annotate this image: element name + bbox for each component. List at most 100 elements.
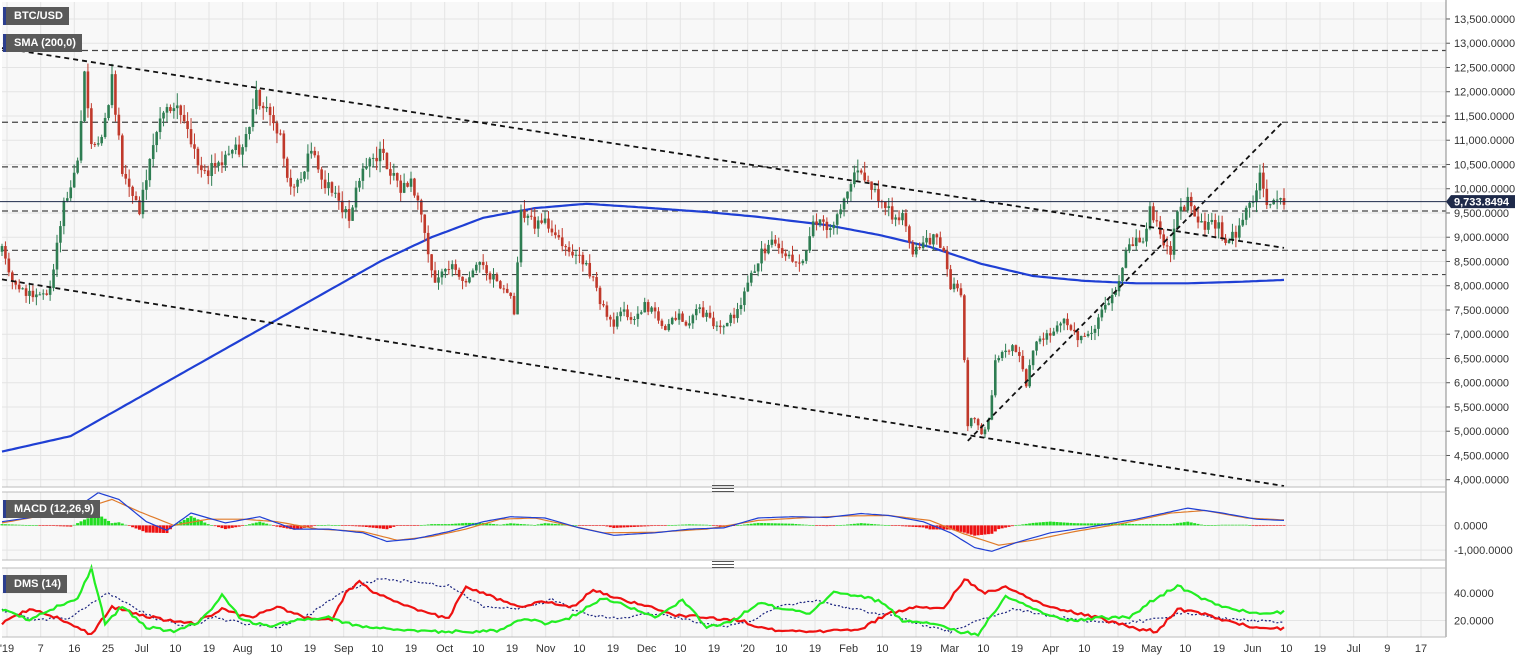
candle-body <box>694 309 698 316</box>
candle-body <box>1059 323 1062 326</box>
candle-body <box>677 313 681 320</box>
macd-histogram-bar <box>282 525 286 528</box>
x-tick-label: '20 <box>740 643 754 655</box>
candle-body <box>1048 333 1052 336</box>
macd-histogram-bar <box>993 525 997 532</box>
macd-histogram-bar <box>272 525 276 526</box>
macd-histogram-bar <box>433 524 437 526</box>
candle-body <box>478 262 482 265</box>
candle-body <box>746 282 750 292</box>
candle-body <box>928 237 932 245</box>
candle-body <box>1227 240 1231 244</box>
macd-histogram-bar <box>478 522 482 526</box>
macd-histogram-bar <box>866 523 870 526</box>
candle-body <box>155 132 158 146</box>
macd-indicator-tag[interactable]: MACD (12,26,9) <box>3 500 101 518</box>
candle-body <box>1183 206 1186 211</box>
macd-histogram-bar <box>368 525 372 528</box>
macd-histogram-bar <box>1007 525 1011 527</box>
dms-pane-resize-handle[interactable] <box>712 561 734 568</box>
macd-histogram-bar <box>113 522 117 526</box>
macd-histogram-bar <box>588 525 592 526</box>
candle-body <box>107 105 110 119</box>
candle-body <box>969 418 973 427</box>
candle-body <box>224 154 227 166</box>
candle-body <box>1152 206 1155 221</box>
macd-histogram-bar <box>1093 523 1097 526</box>
macd-histogram-bar <box>629 525 633 528</box>
macd-histogram-bar <box>756 522 760 526</box>
candle-body <box>69 187 73 199</box>
candle-body <box>1103 304 1107 310</box>
macd-histogram-bar <box>1227 524 1231 526</box>
macd-histogram-bar <box>660 525 664 526</box>
macd-histogram-bar <box>708 525 712 526</box>
macd-histogram-bar <box>258 521 262 526</box>
macd-histogram-bar <box>34 525 38 526</box>
macd-histogram-bar <box>1041 522 1045 526</box>
macd-histogram-bar <box>1206 525 1210 526</box>
dms-indicator-tag[interactable]: DMS (14) <box>3 575 68 593</box>
candle-body <box>186 121 189 130</box>
candle-body <box>1035 341 1038 351</box>
sma-indicator-tag[interactable]: SMA (200,0) <box>3 34 82 52</box>
candle-body <box>791 254 794 262</box>
candle-body <box>839 209 842 215</box>
candle-body <box>351 207 354 221</box>
macd-histogram-bar <box>388 525 392 529</box>
candle-body <box>499 281 502 289</box>
macd-histogram-bar <box>1052 521 1056 526</box>
candle-body <box>832 224 836 229</box>
candle-body <box>1231 231 1234 241</box>
x-tick-label: 19 <box>1213 643 1225 655</box>
candle-body <box>729 314 732 323</box>
candle-body <box>131 186 134 196</box>
macd-histogram-bar <box>1138 524 1142 526</box>
candle-body <box>670 317 674 324</box>
macd-histogram-bar <box>1141 524 1145 526</box>
macd-histogram-bar <box>241 525 245 526</box>
candle-body <box>272 115 275 124</box>
candle-body <box>45 293 48 295</box>
candle-body <box>399 180 402 193</box>
macd-histogram-bar <box>24 525 28 526</box>
macd-histogram-bar <box>27 525 31 526</box>
macd-histogram-bar <box>65 525 69 527</box>
macd-histogram-bar <box>117 522 121 526</box>
macd-histogram-bar <box>526 524 530 526</box>
candle-body <box>162 112 165 119</box>
macd-histogram-bar <box>485 523 489 526</box>
candle-body <box>804 250 808 261</box>
trend-line <box>967 120 1285 442</box>
candle-body <box>371 157 375 159</box>
candle-body <box>464 280 468 283</box>
y-tick-label: 10,500.0000 <box>1454 159 1515 171</box>
macd-histogram-bar <box>952 525 956 531</box>
macd-histogram-bar <box>1224 524 1228 526</box>
macd-histogram-bar <box>742 524 746 526</box>
candle-body <box>1134 237 1138 247</box>
macd-histogram-bar <box>1090 523 1094 526</box>
macd-pane-resize-handle[interactable] <box>712 485 734 492</box>
candle-body <box>571 251 574 256</box>
macd-histogram-bar <box>220 525 224 529</box>
candle-body <box>615 316 619 327</box>
macd-histogram-bar <box>1189 522 1193 526</box>
candle-body <box>1086 333 1090 337</box>
macd-histogram-bar <box>292 525 296 530</box>
candle-body <box>495 274 499 282</box>
candle-body <box>1079 335 1083 341</box>
macd-histogram-bar <box>385 525 389 530</box>
macd-histogram-bar <box>859 523 863 526</box>
x-tick-label: 25 <box>102 643 114 655</box>
x-tick-label: '19 <box>0 643 14 655</box>
candle-body <box>811 221 815 237</box>
macd-histogram-bar <box>890 525 894 526</box>
symbol-tag[interactable]: BTC/USD <box>3 7 69 25</box>
trend-line <box>1 278 1285 487</box>
macd-histogram-bar <box>584 525 588 526</box>
candle-body <box>1042 338 1045 340</box>
candle-body <box>884 201 887 208</box>
macd-histogram-bar <box>732 525 736 526</box>
macd-histogram-bar <box>818 525 822 526</box>
